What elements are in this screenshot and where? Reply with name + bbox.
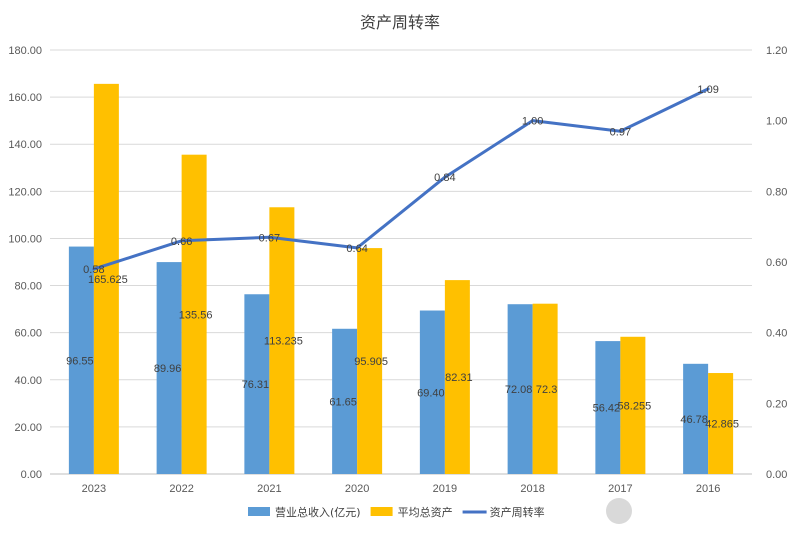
bar-value-label: 89.96 [154, 363, 182, 375]
bar [156, 262, 182, 474]
watermark: 雪球：白投资 [606, 498, 749, 524]
bar [68, 246, 94, 474]
right-tick-label: 0.80 [766, 186, 787, 198]
line-point [443, 175, 447, 179]
line-value-label: 0.84 [434, 172, 455, 184]
left-tick-label: 60.00 [14, 328, 42, 340]
left-tick-label: 100.00 [8, 233, 42, 245]
bar [595, 341, 621, 474]
bar [332, 328, 358, 474]
x-tick-label: 2021 [257, 483, 281, 495]
bar [708, 373, 734, 474]
right-tick-label: 1.00 [766, 116, 787, 128]
x-tick-label: 2023 [82, 483, 106, 495]
bar-value-label: 165.625 [88, 274, 128, 286]
bar-series [68, 83, 734, 474]
legend-swatch [370, 507, 393, 516]
x-tick-label: 2018 [520, 483, 544, 495]
line-point [618, 129, 622, 133]
line-value-label: 0.64 [346, 243, 367, 255]
bar [444, 280, 470, 474]
x-tick-label: 2019 [433, 483, 457, 495]
legend-swatch [248, 507, 270, 516]
left-tick-label: 80.00 [14, 281, 42, 293]
bar-value-label: 72.3 [536, 384, 557, 396]
right-tick-label: 0.60 [766, 257, 787, 269]
bar [419, 310, 445, 474]
bar-value-label: 58.255 [618, 400, 652, 412]
left-tick-label: 120.00 [8, 186, 42, 198]
line-point [180, 239, 184, 243]
line-point [92, 267, 96, 271]
right-tick-label: 0.00 [766, 469, 787, 481]
line-path [93, 87, 709, 271]
left-tick-label: 180.00 [8, 45, 42, 57]
bar [507, 304, 533, 474]
left-tick-label: 40.00 [14, 375, 42, 387]
line-value-label: 0.66 [171, 236, 192, 248]
line-value-label: 0.97 [610, 126, 631, 138]
line-point [355, 246, 359, 250]
watermark-text: 雪球：白投资 [641, 502, 749, 523]
bar [269, 207, 295, 474]
right-axis-ticks: 0.00 0.20 0.40 0.60 0.80 1.00 1.20 [766, 45, 787, 481]
bar-value-label: 42.865 [705, 419, 739, 431]
bar [532, 303, 558, 474]
right-tick-label: 0.40 [766, 328, 787, 340]
line-value-label: 1.00 [522, 116, 543, 128]
line-value-label: 1.09 [697, 84, 718, 96]
x-tick-label: 2016 [696, 483, 720, 495]
bar-value-label: 113.235 [264, 336, 303, 348]
bar [244, 294, 270, 474]
legend-label: 平均总资产 [398, 505, 453, 519]
left-tick-label: 140.00 [8, 139, 42, 151]
bar-value-label: 82.31 [445, 372, 473, 384]
line-value-label: 0.67 [259, 232, 280, 244]
x-tick-label: 2022 [169, 483, 193, 495]
right-tick-label: 1.20 [766, 45, 787, 57]
left-tick-label: 160.00 [8, 92, 42, 104]
legend-label: 营业总收入(亿元) [275, 505, 361, 519]
bar [357, 248, 383, 474]
bar-value-label: 96.55 [66, 355, 94, 367]
left-axis-ticks: 0.00 20.00 40.00 60.00 80.00 100.00 120.00 140.… [8, 45, 42, 481]
chart-title: 资产周转率 [360, 13, 440, 32]
bar [620, 336, 646, 474]
x-tick-label: 2017 [608, 483, 632, 495]
bar [181, 154, 207, 474]
bar [683, 363, 709, 474]
line-point [531, 119, 535, 123]
x-axis-ticks: 2023 2022 2021 2020 2019 2018 2017 2016 [82, 483, 721, 495]
legend-label: 资产周转率 [490, 505, 545, 519]
watermark-logo-icon [606, 498, 632, 524]
line-point [706, 87, 710, 91]
bar-value-label: 76.31 [242, 379, 270, 391]
bar-value-label: 56.42 [593, 403, 621, 415]
line-value-label: 0.58 [83, 264, 104, 276]
legend: 营业总收入(亿元) 平均总资产 资产周转率 [248, 505, 545, 519]
left-tick-label: 20.00 [14, 422, 42, 434]
data-labels: 96.55 89.96 76.31 61.65 69.40 72.08 56.42 46.78… [66, 84, 739, 431]
bar-value-label: 69.40 [417, 387, 445, 399]
line-series [92, 87, 710, 271]
bar-value-label: 46.78 [680, 414, 708, 426]
x-tick-label: 2020 [345, 483, 369, 495]
line-point [267, 235, 271, 239]
bar-value-label: 135.56 [179, 309, 213, 321]
left-tick-label: 0.00 [21, 469, 42, 481]
bar-value-label: 61.65 [329, 396, 357, 408]
bar-value-label: 95.905 [354, 356, 388, 368]
bar [93, 83, 119, 474]
right-tick-label: 0.20 [766, 398, 787, 410]
bar-value-label: 72.08 [505, 384, 533, 396]
